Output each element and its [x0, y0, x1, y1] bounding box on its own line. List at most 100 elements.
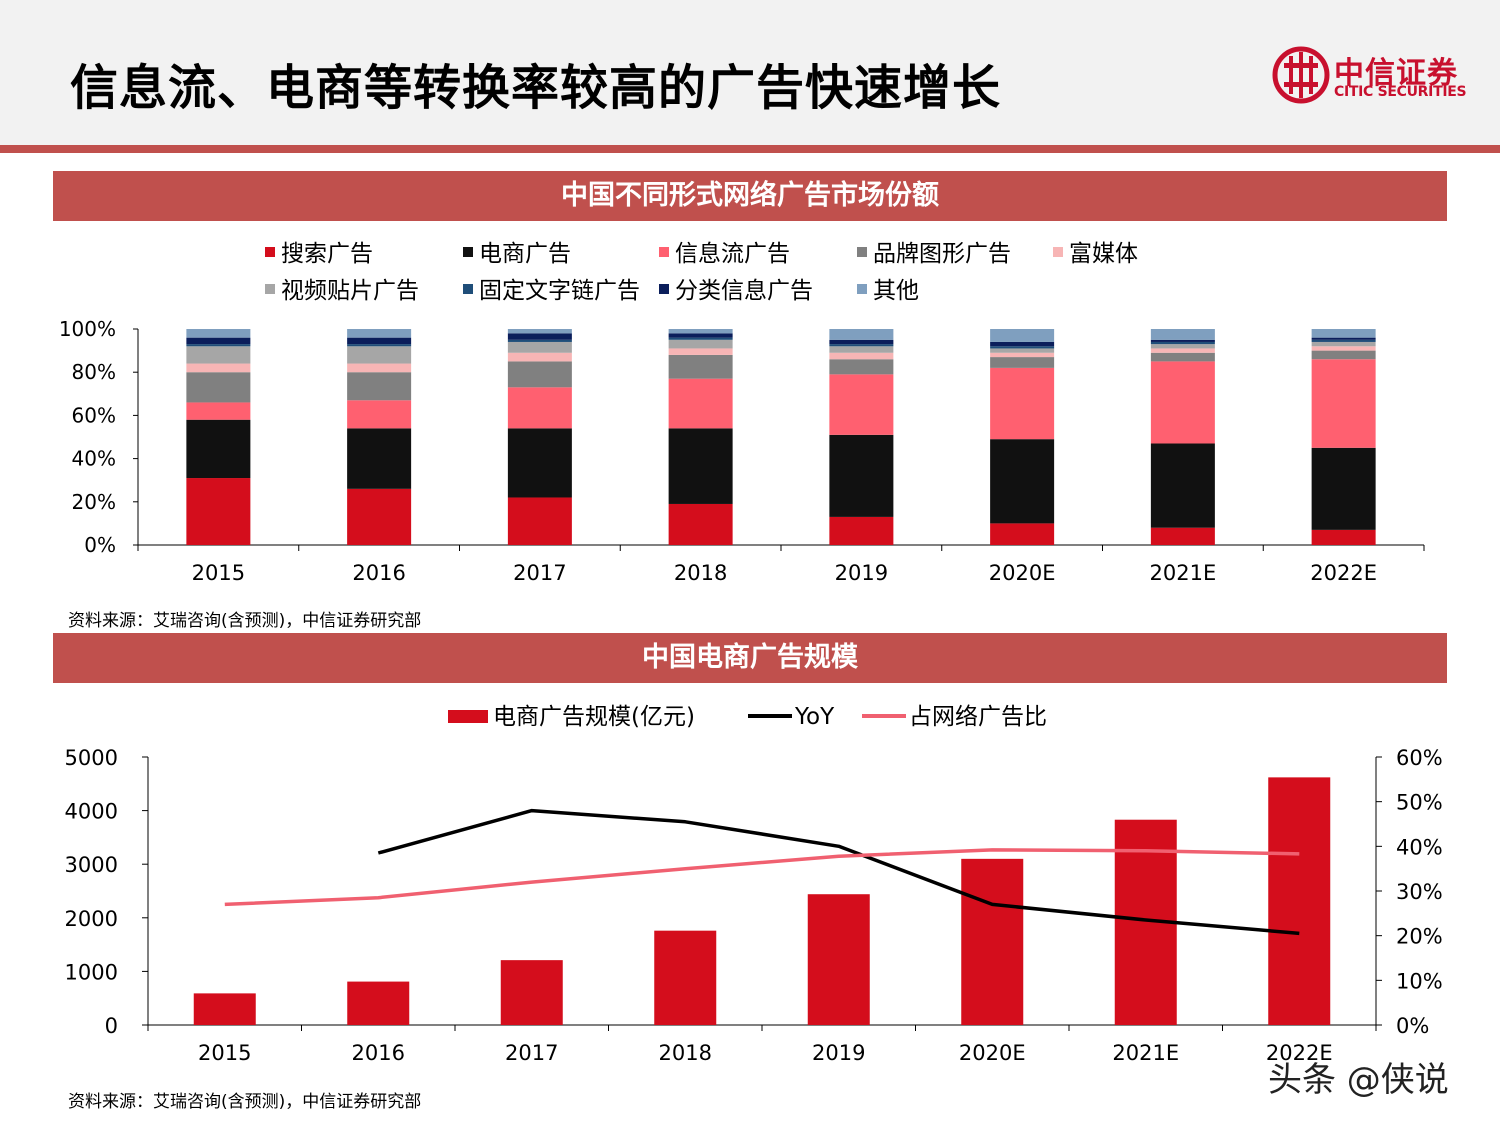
chart2-banner: 中国电商广告规模	[53, 633, 1447, 683]
bar-segment-3-0	[186, 372, 251, 403]
bar-segment-7-5	[990, 341, 1055, 347]
bar-segment-1-6	[1150, 443, 1215, 528]
y-tick-label: 100%	[59, 317, 116, 341]
bar-segment-8-6	[1150, 329, 1215, 340]
bar-segment-7-6	[1150, 339, 1215, 342]
bar-segment-6-2	[507, 339, 572, 342]
legend-swatch-6	[463, 284, 473, 294]
bar-segment-3-6	[1150, 352, 1215, 362]
y-right-tick-label: 30%	[1396, 880, 1443, 904]
x-tick-label: 2021E	[1112, 1041, 1179, 1065]
legend-swatch-8	[857, 284, 867, 294]
y-tick-label: 20%	[72, 490, 116, 514]
y-tick-label: 60%	[72, 403, 116, 427]
y-right-tick-label: 60%	[1396, 746, 1443, 770]
bar-segment-2-2	[507, 387, 572, 429]
bar-segment-1-2	[507, 428, 572, 498]
bar-segment-0-3	[668, 503, 733, 545]
bar-segment-0-4	[829, 516, 894, 545]
ad-scale-bar-7	[1268, 777, 1331, 1025]
bar-segment-7-0	[186, 337, 251, 345]
bar-segment-0-2	[507, 497, 572, 545]
header-bar	[0, 0, 1500, 145]
x-tick-label: 2020E	[989, 561, 1056, 585]
x-tick-label: 2021E	[1150, 561, 1217, 585]
bar-segment-2-4	[829, 374, 894, 435]
bar-segment-5-6	[1150, 344, 1215, 349]
bar-segment-8-2	[507, 329, 572, 334]
ad-scale-bar-4	[807, 894, 870, 1025]
bar-segment-5-4	[829, 346, 894, 353]
chart1-source-note: 资料来源：艾瑞咨询(含预测)，中信证券研究部	[68, 611, 422, 631]
bar-segment-2-0	[186, 402, 251, 420]
watermark-text: 头条 @侠说	[1268, 1060, 1449, 1100]
x-tick-label: 2022E	[1266, 1041, 1333, 1065]
x-tick-label: 2016	[352, 561, 405, 585]
legend-label-0: 搜索广告	[281, 241, 373, 267]
x-tick-label: 2015	[198, 1041, 251, 1065]
chart1-banner: 中国不同形式网络广告市场份额	[53, 171, 1447, 221]
x-tick-label: 2017	[513, 561, 566, 585]
legend-label-8: 其他	[873, 278, 919, 304]
page-title: 信息流、电商等转换率较高的广告快速增长	[70, 60, 1002, 116]
bar-segment-0-0	[186, 478, 251, 545]
x-tick-label: 2017	[505, 1041, 558, 1065]
bar-segment-1-1	[347, 428, 412, 489]
bar-segment-1-4	[829, 434, 894, 517]
legend-label-7: 分类信息广告	[675, 278, 813, 304]
bar-segment-6-4	[829, 344, 894, 347]
y-right-tick-label: 50%	[1396, 791, 1443, 815]
legend-label-2: 信息流广告	[675, 241, 790, 267]
legend-swatch-2	[659, 247, 669, 257]
bar-segment-5-1	[347, 346, 412, 364]
bar-segment-3-4	[829, 359, 894, 375]
legend-label-2: 占网络广告比	[909, 704, 1047, 730]
bar-segment-0-5	[990, 523, 1055, 545]
bar-segment-2-6	[1150, 361, 1215, 444]
ad-scale-bar-0	[193, 993, 256, 1025]
chart2-source-note: 资料来源：艾瑞咨询(含预测)，中信证券研究部	[68, 1092, 422, 1112]
legend-swatch-1	[463, 247, 473, 257]
bar-segment-4-4	[829, 352, 894, 360]
y-left-tick-label: 0	[105, 1014, 118, 1038]
y-left-tick-label: 4000	[65, 800, 118, 824]
legend-swatch-0	[448, 710, 488, 723]
bar-segment-7-1	[347, 337, 412, 345]
bar-segment-8-0	[186, 329, 251, 338]
legend-swatch-4	[1053, 247, 1063, 257]
series-line-0	[377, 808, 1300, 936]
bar-segment-4-7	[1311, 346, 1376, 351]
bar-segment-5-2	[507, 341, 572, 353]
bar-segment-4-0	[186, 363, 251, 373]
bar-segment-4-2	[507, 352, 572, 362]
citic-logo-icon	[1272, 46, 1330, 104]
bar-segment-6-7	[1311, 339, 1376, 342]
bar-segment-1-0	[186, 419, 251, 479]
x-tick-label: 2019	[835, 561, 888, 585]
bar-segment-2-7	[1311, 359, 1376, 448]
bar-segment-2-1	[347, 400, 412, 429]
y-left-tick-label: 2000	[65, 907, 118, 931]
bar-segment-1-5	[990, 439, 1055, 524]
ad-scale-bar-2	[500, 960, 563, 1025]
legend-label-1: YoY	[794, 704, 835, 730]
bar-segment-2-5	[990, 367, 1055, 440]
bar-segment-6-3	[668, 337, 733, 340]
y-right-tick-label: 20%	[1396, 925, 1443, 949]
bar-segment-4-6	[1150, 348, 1215, 353]
bar-segment-6-0	[186, 344, 251, 347]
header-divider	[0, 145, 1500, 153]
bar-segment-1-7	[1311, 447, 1376, 530]
bar-segment-8-1	[347, 329, 412, 338]
bar-segment-7-2	[507, 333, 572, 340]
bar-segment-7-7	[1311, 337, 1376, 340]
x-tick-label: 2022E	[1310, 561, 1377, 585]
logo-text-cn: 中信证券	[1334, 56, 1458, 91]
bar-segment-8-7	[1311, 329, 1376, 338]
x-tick-label: 2020E	[959, 1041, 1026, 1065]
legend-swatch-7	[659, 284, 669, 294]
bar-segment-7-3	[668, 333, 733, 338]
bar-segment-8-5	[990, 329, 1055, 342]
bar-segment-0-7	[1311, 529, 1376, 545]
y-tick-label: 40%	[72, 447, 116, 471]
